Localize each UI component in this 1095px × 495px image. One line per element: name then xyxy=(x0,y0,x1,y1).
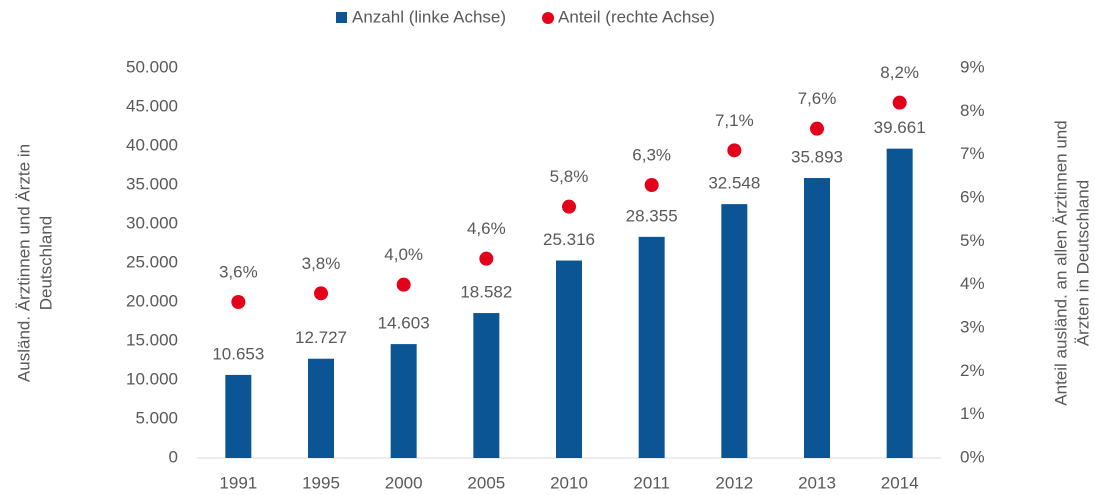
bar-value-label: 39.661 xyxy=(874,118,926,137)
bar-value-label: 10.653 xyxy=(212,344,264,363)
axis-title: Ausländ. Ärztinnen und Ärzte in Deutschla… xyxy=(14,144,55,382)
bar xyxy=(721,204,748,458)
share-value-label: 4,6% xyxy=(467,219,506,238)
axis-title: Anteil ausländ. an allen Ärztinnen und Är… xyxy=(1051,120,1092,405)
x-tick-label: 2010 xyxy=(550,473,588,492)
y2-tick-label: 5% xyxy=(960,231,985,250)
share-dot xyxy=(231,295,246,309)
bar xyxy=(308,358,334,458)
y-tick-label: 5.000 xyxy=(135,408,178,427)
bar-value-label: 14.603 xyxy=(378,314,430,333)
bar xyxy=(390,344,417,458)
y-tick-label: 25.000 xyxy=(126,252,178,271)
share-value-label: 4,0% xyxy=(384,245,423,264)
share-value-label: 6,3% xyxy=(632,145,671,164)
share-value-label: 7,1% xyxy=(715,111,754,130)
x-tick-label: 2014 xyxy=(881,473,919,492)
legend-label: Anzahl (linke Achse) xyxy=(352,7,506,26)
bar xyxy=(886,148,913,458)
x-tick-label: 2012 xyxy=(715,473,753,492)
bar xyxy=(638,236,665,458)
y-tick-label: 15.000 xyxy=(126,330,178,349)
share-dot xyxy=(562,199,576,214)
share-value-label: 3,8% xyxy=(302,254,341,273)
y-tick-label: 0 xyxy=(169,447,178,466)
bar-value-label: 18.582 xyxy=(460,283,512,302)
bar-value-label: 25.316 xyxy=(543,230,595,249)
y-tick-label: 30.000 xyxy=(126,213,178,232)
y2-tick-label: 8% xyxy=(960,101,985,120)
share-dot xyxy=(810,121,824,136)
share-dot xyxy=(479,251,494,266)
y-tick-label: 20.000 xyxy=(126,291,178,310)
x-tick-label: 2000 xyxy=(385,473,423,492)
bar-value-label: 28.355 xyxy=(626,206,678,225)
share-dot xyxy=(644,178,659,192)
y-tick-label: 50.000 xyxy=(126,57,178,76)
axis-title-line: Ausländ. Ärztinnen und Ärzte in xyxy=(14,144,33,382)
axis-title-line: Anteil ausländ. an allen Ärztinnen und xyxy=(1051,120,1070,405)
bar xyxy=(225,374,252,458)
share-dot xyxy=(396,277,411,292)
x-tick-label: 1995 xyxy=(302,473,340,492)
share-value-label: 3,6% xyxy=(219,262,258,281)
legend-label: Anteil (rechte Achse) xyxy=(558,7,715,26)
axis-title-line: Ärzten in Deutschland xyxy=(1073,180,1092,346)
x-tick-label: 2005 xyxy=(467,473,505,492)
y2-tick-label: 4% xyxy=(960,274,985,293)
y2-tick-label: 6% xyxy=(960,187,985,206)
y-tick-label: 45.000 xyxy=(126,96,178,115)
legend-swatch xyxy=(336,12,347,23)
bar-value-label: 35.893 xyxy=(791,148,843,167)
x-tick-label: 2013 xyxy=(798,473,836,492)
y-tick-label: 35.000 xyxy=(126,174,178,193)
bar-value-label: 12.727 xyxy=(295,328,347,347)
x-tick-label: 1991 xyxy=(219,473,257,492)
y-tick-label: 10.000 xyxy=(126,369,178,388)
share-dot xyxy=(727,143,742,158)
bar xyxy=(556,260,582,458)
x-tick-label: 2011 xyxy=(633,473,670,492)
bar-value-label: 32.548 xyxy=(708,174,760,193)
y2-tick-label: 3% xyxy=(960,317,985,336)
y2-tick-label: 7% xyxy=(960,144,985,163)
axis-title-line: Deutschland xyxy=(36,216,55,311)
bar xyxy=(473,313,500,458)
share-dot xyxy=(314,286,328,301)
share-dot xyxy=(892,95,907,110)
y-tick-label: 40.000 xyxy=(126,135,178,154)
bar xyxy=(804,178,830,458)
y2-tick-label: 1% xyxy=(960,404,985,423)
share-value-label: 7,6% xyxy=(798,89,837,108)
y2-tick-label: 2% xyxy=(960,361,985,380)
legend-swatch xyxy=(542,12,555,24)
share-value-label: 8,2% xyxy=(880,63,919,82)
y2-tick-label: 9% xyxy=(960,57,985,76)
y2-tick-label: 0% xyxy=(960,447,985,466)
share-value-label: 5,8% xyxy=(550,167,589,186)
